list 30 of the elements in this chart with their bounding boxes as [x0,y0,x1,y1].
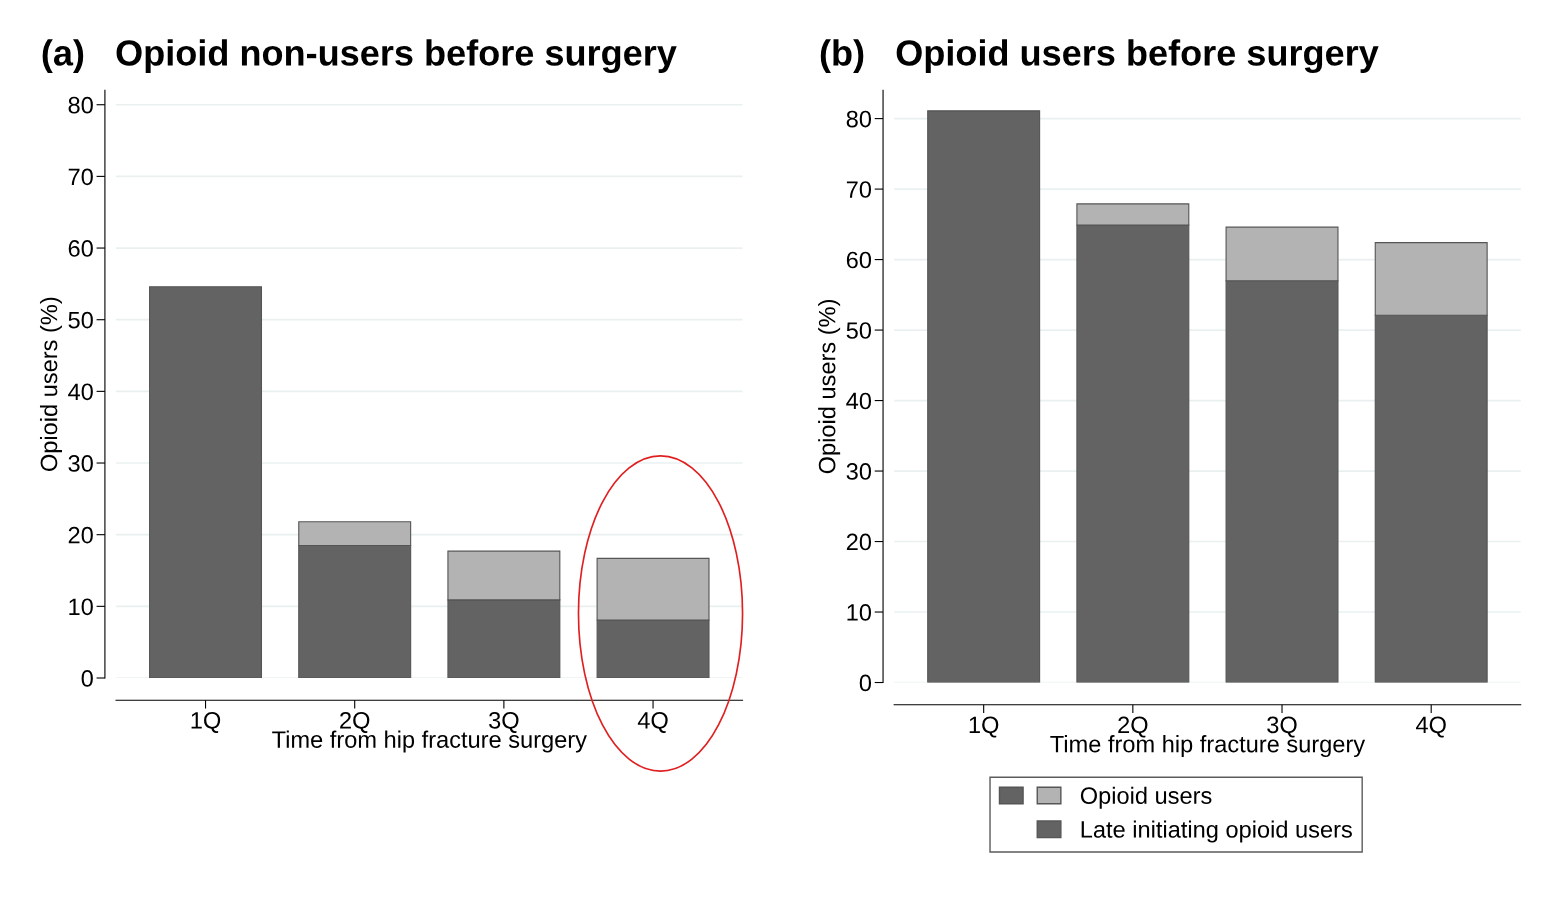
y-tick-label: 80 [68,96,93,114]
chart-title: (a) Opioid non-users before surgery [42,39,677,74]
y-tick-label: 60 [846,251,872,269]
y-tick-label: 60 [68,240,93,257]
legend-label: Late initiating opioid users [1081,820,1352,843]
y-tick-label: 50 [68,311,93,329]
y-tick-label: 10 [69,598,93,616]
bar [927,110,1041,683]
x-tick-label: 4Q [1415,716,1446,738]
y-tick-label: 40 [846,392,872,410]
y-axis-title: Opioid users (%) [39,297,62,471]
x-tick-label: 4Q [637,711,668,733]
y-axis-title: Opioid users (%) [818,300,841,474]
y-tick-label: 50 [846,322,872,339]
y-tick-label: 20 [68,526,93,544]
y-tick-label: 80 [846,110,872,128]
y-tick-label: 70 [846,181,872,198]
y-tick-label: 40 [68,383,93,401]
bar [149,286,263,678]
y-tick-label: 10 [847,604,872,621]
legend-label: Opioid users [1080,786,1212,809]
y-tick-label: 30 [68,455,93,472]
y-tick-label: 30 [846,463,872,480]
y-tick-label: 0 [859,674,872,692]
x-tick-label: 1Q [191,711,221,733]
x-tick-label: 1Q [969,716,999,738]
y-tick-label: 20 [846,533,872,551]
y-tick-label: 70 [68,168,93,186]
y-tick-label: 0 [81,670,93,687]
chart-title: (b) Opioid users before surgery [820,39,1379,74]
